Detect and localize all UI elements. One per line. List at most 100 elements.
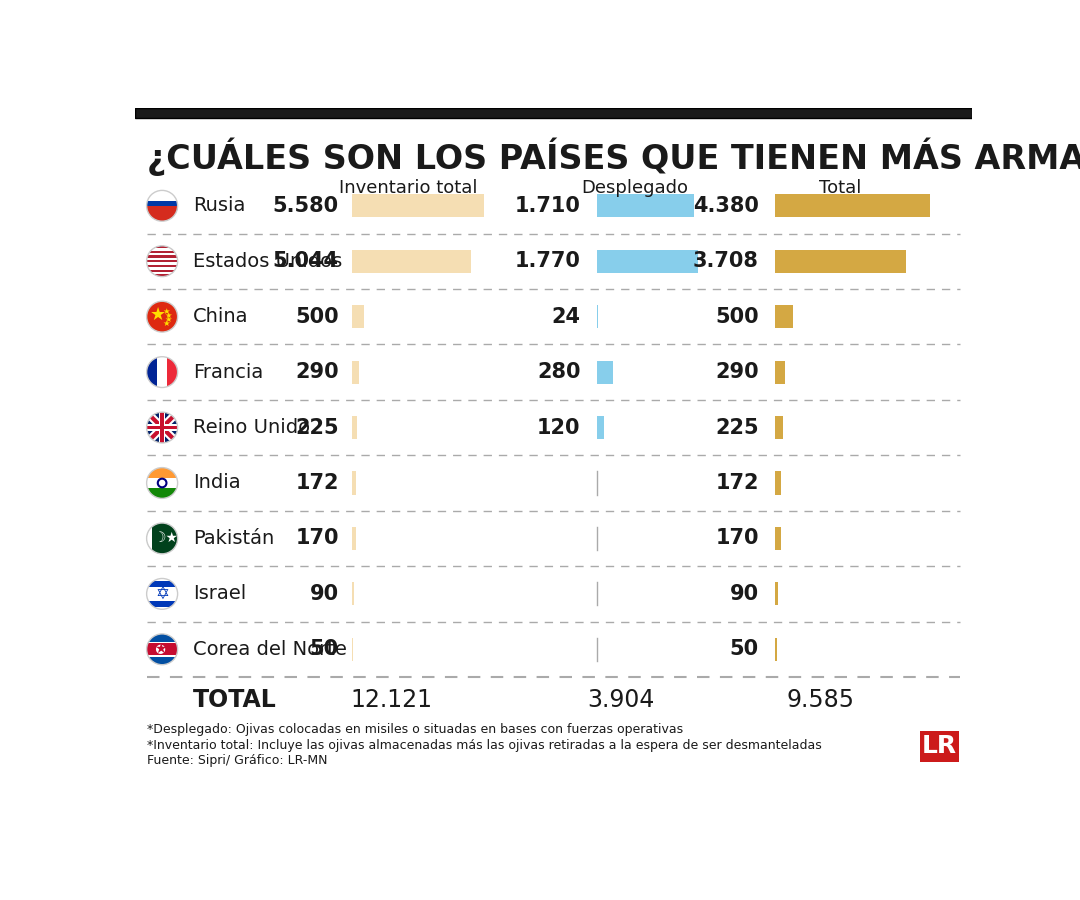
FancyBboxPatch shape bbox=[147, 250, 177, 253]
FancyBboxPatch shape bbox=[147, 248, 177, 250]
Text: ★: ★ bbox=[150, 306, 166, 324]
Text: 120: 120 bbox=[537, 418, 581, 437]
FancyBboxPatch shape bbox=[352, 472, 356, 494]
FancyBboxPatch shape bbox=[775, 638, 777, 661]
FancyBboxPatch shape bbox=[352, 194, 484, 217]
Text: 1.770: 1.770 bbox=[515, 251, 581, 271]
FancyBboxPatch shape bbox=[147, 238, 161, 247]
Text: 500: 500 bbox=[715, 307, 759, 327]
FancyBboxPatch shape bbox=[352, 526, 356, 550]
Text: China: China bbox=[193, 307, 248, 326]
FancyBboxPatch shape bbox=[147, 272, 177, 274]
FancyBboxPatch shape bbox=[775, 472, 781, 494]
FancyBboxPatch shape bbox=[167, 356, 177, 388]
Text: 290: 290 bbox=[715, 362, 759, 382]
Text: 1.710: 1.710 bbox=[515, 196, 581, 216]
FancyBboxPatch shape bbox=[597, 305, 598, 328]
Text: LR: LR bbox=[922, 734, 957, 759]
FancyBboxPatch shape bbox=[147, 356, 157, 388]
FancyArrowPatch shape bbox=[149, 414, 176, 441]
Circle shape bbox=[147, 302, 177, 332]
FancyBboxPatch shape bbox=[160, 412, 164, 443]
FancyBboxPatch shape bbox=[147, 425, 177, 430]
FancyBboxPatch shape bbox=[775, 249, 906, 273]
FancyBboxPatch shape bbox=[352, 638, 353, 661]
Text: ★: ★ bbox=[154, 643, 166, 656]
FancyBboxPatch shape bbox=[147, 257, 177, 260]
FancyBboxPatch shape bbox=[147, 488, 177, 499]
Text: ¿CUÁLES SON LOS PAÍSES QUE TIENEN MÁS ARMAS NUCLEARES?: ¿CUÁLES SON LOS PAÍSES QUE TIENEN MÁS AR… bbox=[147, 138, 1080, 176]
Text: 9.585: 9.585 bbox=[787, 688, 855, 712]
FancyBboxPatch shape bbox=[597, 194, 694, 217]
Text: 170: 170 bbox=[295, 528, 339, 548]
Text: 3.708: 3.708 bbox=[693, 251, 759, 271]
FancyBboxPatch shape bbox=[147, 263, 177, 265]
Text: 3.904: 3.904 bbox=[588, 688, 654, 712]
Text: ☽★: ☽★ bbox=[152, 531, 178, 544]
FancyBboxPatch shape bbox=[147, 201, 177, 211]
FancyBboxPatch shape bbox=[775, 305, 793, 328]
FancyBboxPatch shape bbox=[775, 361, 785, 383]
FancyBboxPatch shape bbox=[147, 642, 177, 643]
Circle shape bbox=[147, 191, 177, 221]
Text: ★: ★ bbox=[164, 310, 172, 320]
FancyBboxPatch shape bbox=[147, 274, 177, 276]
FancyArrowPatch shape bbox=[149, 414, 176, 441]
FancyBboxPatch shape bbox=[147, 601, 177, 607]
Text: 172: 172 bbox=[715, 473, 759, 493]
FancyBboxPatch shape bbox=[147, 580, 177, 587]
FancyBboxPatch shape bbox=[159, 412, 165, 443]
FancyBboxPatch shape bbox=[147, 426, 177, 429]
FancyBboxPatch shape bbox=[597, 249, 698, 273]
FancyBboxPatch shape bbox=[147, 246, 177, 248]
Text: Desplegado: Desplegado bbox=[581, 179, 688, 197]
Text: Total: Total bbox=[819, 179, 862, 197]
Circle shape bbox=[147, 468, 177, 499]
FancyBboxPatch shape bbox=[147, 265, 177, 267]
Text: 172: 172 bbox=[295, 473, 339, 493]
PathPatch shape bbox=[147, 412, 177, 443]
FancyArrowPatch shape bbox=[149, 414, 176, 441]
FancyBboxPatch shape bbox=[597, 361, 612, 383]
FancyBboxPatch shape bbox=[147, 253, 177, 256]
Text: ★: ★ bbox=[162, 320, 170, 328]
FancyBboxPatch shape bbox=[920, 731, 959, 761]
Text: TOTAL: TOTAL bbox=[193, 688, 276, 712]
Circle shape bbox=[147, 579, 177, 609]
FancyBboxPatch shape bbox=[147, 643, 177, 656]
Text: 12.121: 12.121 bbox=[351, 688, 432, 712]
Text: Reino Unido: Reino Unido bbox=[193, 418, 310, 437]
Text: 50: 50 bbox=[730, 639, 759, 660]
FancyBboxPatch shape bbox=[775, 526, 781, 550]
Text: Pakistán: Pakistán bbox=[193, 529, 274, 548]
Text: 5.580: 5.580 bbox=[273, 196, 339, 216]
FancyBboxPatch shape bbox=[157, 356, 167, 388]
Circle shape bbox=[156, 644, 165, 654]
Text: 225: 225 bbox=[295, 418, 339, 437]
Text: Israel: Israel bbox=[193, 584, 246, 603]
Text: Estados Unidos: Estados Unidos bbox=[193, 252, 342, 271]
PathPatch shape bbox=[147, 634, 177, 665]
FancyBboxPatch shape bbox=[147, 206, 177, 221]
Text: ★: ★ bbox=[164, 315, 172, 324]
FancyBboxPatch shape bbox=[147, 260, 177, 263]
FancyBboxPatch shape bbox=[147, 655, 177, 657]
Text: 50: 50 bbox=[310, 639, 339, 660]
Text: *Inventario total: Incluye las ojivas almacenadas más las ojivas retiradas a la : *Inventario total: Incluye las ojivas al… bbox=[147, 739, 822, 752]
PathPatch shape bbox=[147, 468, 177, 499]
FancyBboxPatch shape bbox=[352, 361, 359, 383]
FancyBboxPatch shape bbox=[775, 416, 783, 439]
FancyBboxPatch shape bbox=[147, 256, 177, 257]
Text: 290: 290 bbox=[295, 362, 339, 382]
Circle shape bbox=[147, 634, 177, 665]
Circle shape bbox=[147, 246, 177, 276]
PathPatch shape bbox=[147, 579, 177, 609]
Text: 170: 170 bbox=[715, 528, 759, 548]
Circle shape bbox=[147, 412, 177, 443]
PathPatch shape bbox=[147, 523, 177, 554]
Text: *Desplegado: Ojivas colocadas en misiles o situadas en bases con fuerzas operati: *Desplegado: Ojivas colocadas en misiles… bbox=[147, 724, 683, 736]
FancyBboxPatch shape bbox=[147, 468, 177, 478]
FancyBboxPatch shape bbox=[775, 194, 930, 217]
Text: Inventario total: Inventario total bbox=[339, 179, 477, 197]
FancyBboxPatch shape bbox=[147, 267, 177, 269]
